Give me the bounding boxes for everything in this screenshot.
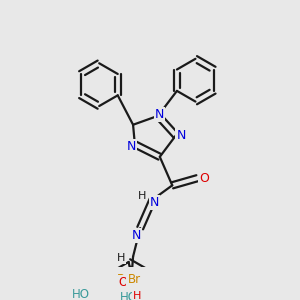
Text: H: H: [132, 291, 141, 300]
Text: Br: Br: [117, 273, 130, 286]
Text: N: N: [127, 140, 136, 153]
Text: N: N: [132, 229, 141, 242]
Text: N: N: [176, 129, 186, 142]
Text: HO: HO: [71, 288, 89, 300]
Text: O: O: [200, 172, 209, 185]
Text: H: H: [138, 191, 146, 201]
Text: N: N: [150, 196, 159, 209]
Text: N: N: [155, 108, 164, 121]
Text: OH: OH: [119, 276, 137, 289]
Text: Br: Br: [128, 273, 140, 286]
Text: H: H: [116, 254, 125, 263]
Text: HO: HO: [120, 291, 138, 300]
